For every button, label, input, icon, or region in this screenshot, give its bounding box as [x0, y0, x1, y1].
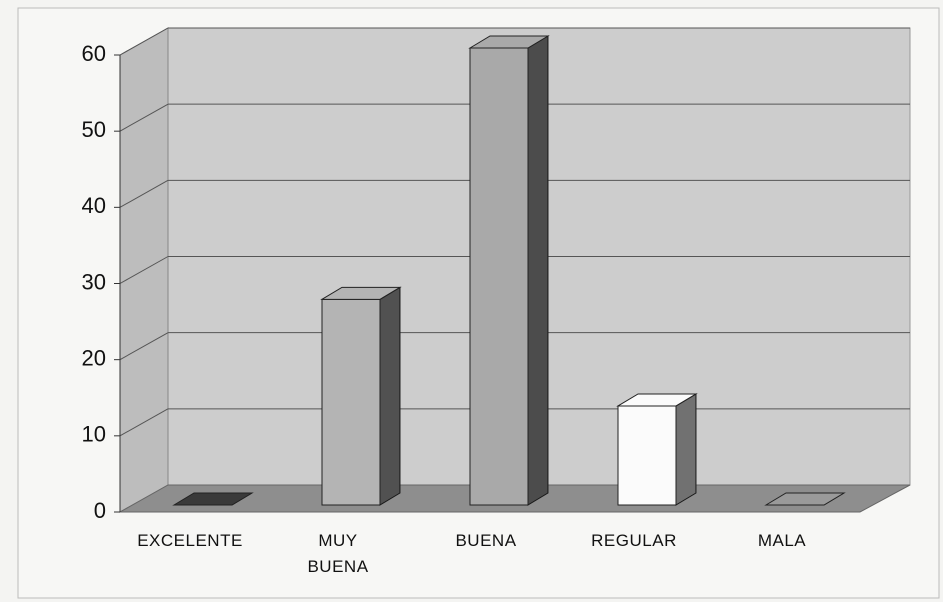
- x-tick-label: MUY BUENA: [307, 531, 369, 576]
- y-tick-label: 20: [82, 345, 106, 370]
- y-tick-label: 30: [82, 269, 106, 294]
- x-tick-label: BUENA: [455, 531, 517, 550]
- bar-side-shade: [380, 287, 400, 505]
- bar-top: [764, 492, 846, 506]
- bar-top: [616, 393, 698, 407]
- y-tick-label: 40: [82, 193, 106, 218]
- bar-top: [320, 286, 402, 300]
- bar-top: [468, 35, 550, 49]
- y-tick-label: 0: [94, 498, 106, 523]
- bar-top: [172, 492, 254, 506]
- y-tick-label: 50: [82, 117, 106, 142]
- x-tick-label: EXCELENTE: [137, 531, 243, 550]
- y-tick-label: 60: [82, 41, 106, 66]
- bar: [617, 405, 677, 506]
- grid-line: [119, 103, 169, 132]
- bar-side-shade: [528, 36, 548, 505]
- bar-side-shade: [676, 393, 696, 505]
- grid-line: [119, 179, 169, 208]
- grid-line: [119, 408, 169, 437]
- y-tick-label: 10: [82, 422, 106, 447]
- x-tick-label: REGULAR: [591, 531, 677, 550]
- x-tick-label: MALA: [757, 531, 807, 550]
- grid-line: [119, 332, 169, 361]
- grid-line: [119, 256, 169, 284]
- grid-line: [119, 27, 169, 56]
- bar: [469, 47, 529, 506]
- bar: [321, 298, 381, 506]
